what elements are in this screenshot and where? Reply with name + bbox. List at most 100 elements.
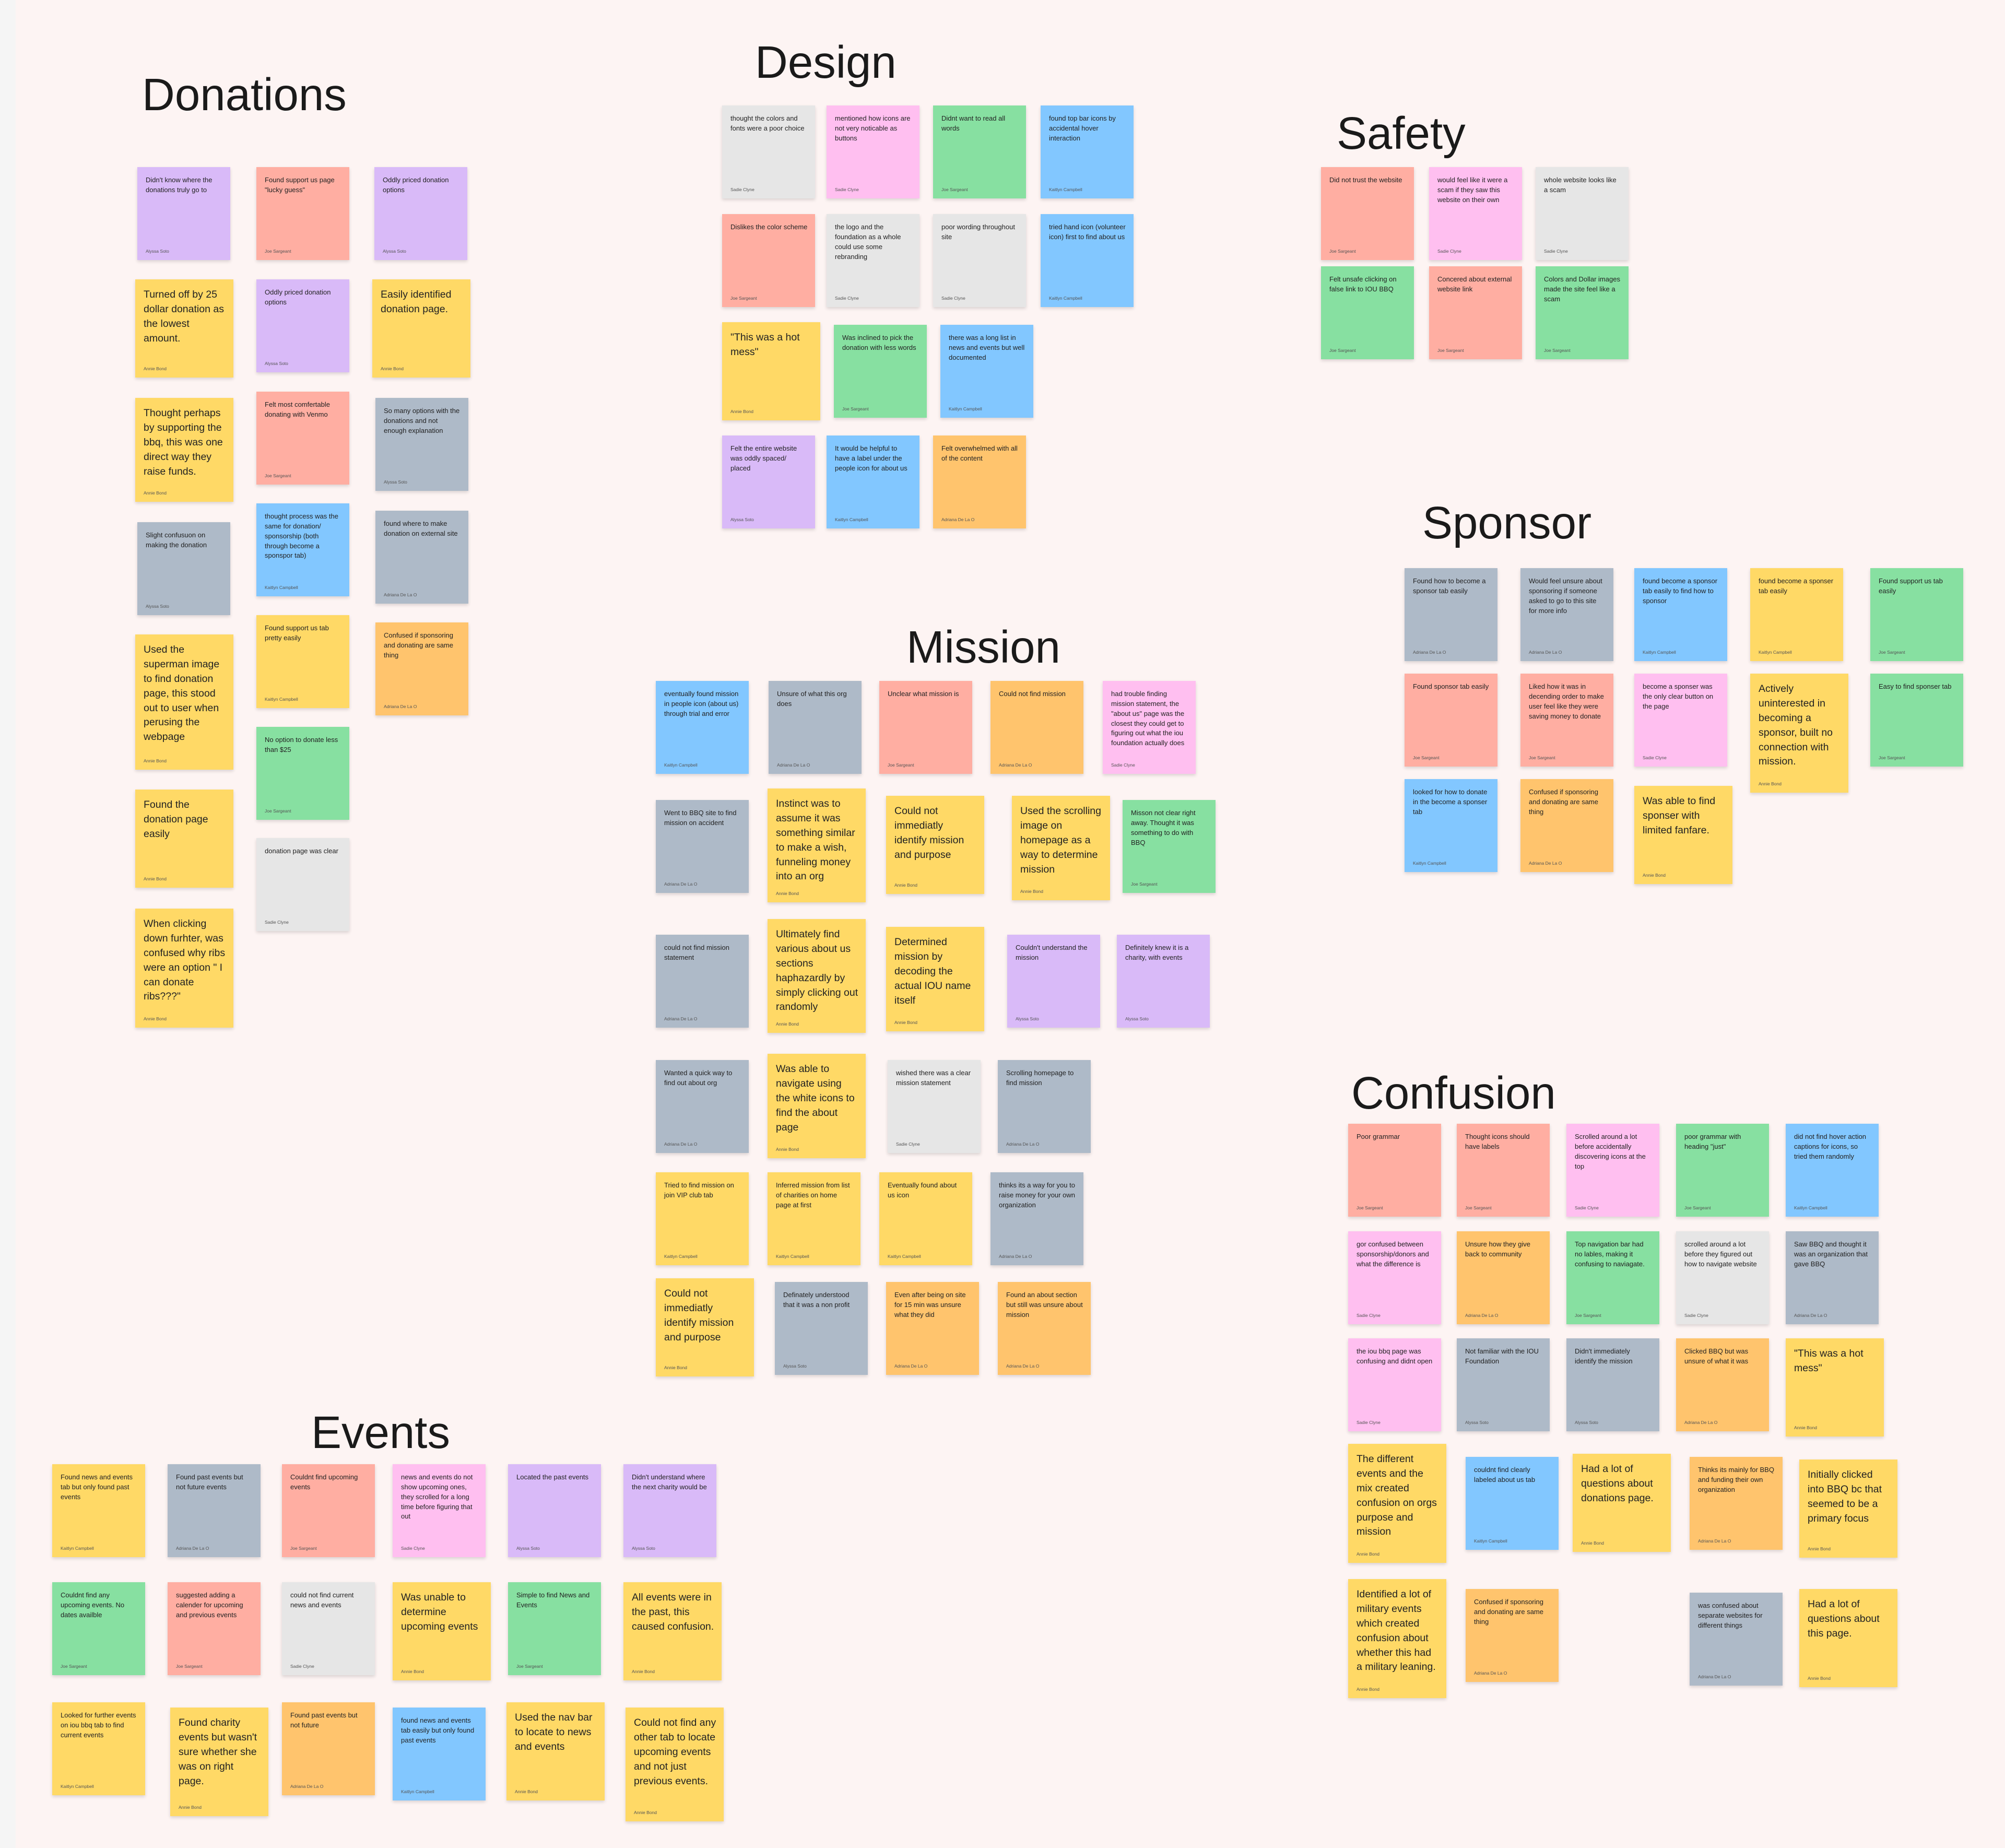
- sticky-note-confusion[interactable]: Had a lot of questions about donations p…: [1573, 1454, 1671, 1552]
- sticky-note-confusion[interactable]: "This was a hot mess" Annie Bond: [1786, 1338, 1884, 1437]
- sticky-note-confusion[interactable]: The different events and the mix created…: [1348, 1444, 1446, 1563]
- sticky-note-confusion[interactable]: did not find hover action captions for i…: [1786, 1124, 1879, 1217]
- sticky-note-confusion[interactable]: Initially clicked into BBQ bc that seeme…: [1799, 1459, 1897, 1558]
- sticky-note-confusion[interactable]: Not familiar with the IOU Foundation Alys…: [1457, 1338, 1550, 1431]
- sticky-note-mission[interactable]: Definitely knew it is a charity, with ev…: [1117, 935, 1210, 1028]
- sticky-note-events[interactable]: Could not find any other tab to locate u…: [626, 1708, 724, 1821]
- sticky-note-confusion[interactable]: Clicked BBQ but was unsure of what it wa…: [1676, 1338, 1769, 1431]
- sticky-note-events[interactable]: All events were in the past, this caused…: [623, 1582, 722, 1680]
- sticky-note-donations[interactable]: Felt most comfertable donating with Venm…: [256, 392, 349, 485]
- sticky-note-events[interactable]: news and events do not show upcoming one…: [393, 1464, 486, 1557]
- sticky-note-donations[interactable]: Didn't know where the donations truly go…: [137, 167, 230, 260]
- sticky-note-confusion[interactable]: Confused if sponsoring and donating are …: [1466, 1589, 1559, 1682]
- sticky-note-sponsor[interactable]: Actively uninterested in becoming a spon…: [1750, 674, 1848, 793]
- sticky-note-mission[interactable]: Even after being on site for 15 min was …: [886, 1282, 979, 1375]
- sticky-note-sponsor[interactable]: Was able to find sponser with limited fa…: [1634, 786, 1732, 884]
- sticky-note-donations[interactable]: Confused if sponsoring and donating are …: [375, 622, 468, 715]
- sticky-note-sponsor[interactable]: Easy to find sponser tab Joe Sargeant: [1870, 674, 1963, 767]
- sticky-note-confusion[interactable]: the iou bbq page was confusing and didnt…: [1348, 1338, 1441, 1431]
- sticky-note-donations[interactable]: donation page was clear Sadie Clyne: [256, 838, 349, 931]
- sticky-note-confusion[interactable]: scrolled around a lot before they figure…: [1676, 1231, 1769, 1324]
- sticky-note-design[interactable]: Dislikes the color scheme Joe Sargeant: [722, 214, 815, 307]
- sticky-note-mission[interactable]: Eventually found about us icon Kaitlyn Ca…: [879, 1172, 972, 1265]
- sticky-note-confusion[interactable]: Scrolled around a lot before accidentall…: [1566, 1124, 1659, 1217]
- sticky-note-sponsor[interactable]: Found sponsor tab easily Joe Sargeant: [1405, 674, 1497, 767]
- sticky-note-donations[interactable]: Oddly priced donation options Alyssa Soto: [256, 279, 349, 372]
- sticky-note-mission[interactable]: had trouble finding mission statement, t…: [1103, 681, 1196, 774]
- sticky-note-events[interactable]: Couldnt find any upcoming events. No dat…: [52, 1582, 145, 1675]
- sticky-note-sponsor[interactable]: Found how to become a sponsor tab easily…: [1405, 568, 1497, 661]
- sticky-note-mission[interactable]: wished there was a clear mission stateme…: [888, 1060, 981, 1153]
- sticky-note-donations[interactable]: Found support us tab pretty easily Kaitly…: [256, 615, 349, 708]
- sticky-note-design[interactable]: Felt overwhelmed with all of the content…: [933, 435, 1026, 528]
- sticky-note-events[interactable]: Found past events but not future events A…: [168, 1464, 261, 1557]
- sticky-note-confusion[interactable]: Thought icons should have labels Joe Sarg…: [1457, 1124, 1550, 1217]
- sticky-note-sponsor[interactable]: Confused if sponsoring and donating are …: [1520, 779, 1613, 872]
- sticky-note-mission[interactable]: Ultimately find various about us section…: [768, 919, 866, 1033]
- sticky-note-confusion[interactable]: Didn't immediately identify the mission A…: [1566, 1338, 1659, 1431]
- sticky-note-confusion[interactable]: poor grammar with heading "just" Joe Sarg…: [1676, 1124, 1769, 1217]
- sticky-note-mission[interactable]: thinks its a way for you to raise money …: [990, 1172, 1083, 1265]
- sticky-note-mission[interactable]: Determined mission by decoding the actua…: [886, 927, 984, 1031]
- sticky-note-design[interactable]: It would be helpful to have a label unde…: [827, 435, 919, 528]
- sticky-note-design[interactable]: Didnt want to read all words Joe Sargeant: [933, 105, 1026, 198]
- sticky-note-donations[interactable]: Turned off by 25 dollar donation as the …: [135, 279, 233, 378]
- sticky-note-confusion[interactable]: gor confused between sponsorship/donors …: [1348, 1231, 1441, 1324]
- sticky-note-mission[interactable]: Found an about section but still was uns…: [998, 1282, 1091, 1375]
- sticky-note-events[interactable]: could not find current news and events Sa…: [282, 1582, 375, 1675]
- sticky-note-design[interactable]: "This was a hot mess" Annie Bond: [722, 322, 820, 420]
- sticky-note-confusion[interactable]: Poor grammar Joe Sargeant: [1348, 1124, 1441, 1217]
- sticky-note-sponsor[interactable]: found become a sponsor tab easily to fin…: [1634, 568, 1727, 661]
- sticky-note-events[interactable]: Didn't understand where the next charity…: [623, 1464, 716, 1557]
- sticky-note-confusion[interactable]: Had a lot of questions about this page. A…: [1799, 1589, 1897, 1687]
- sticky-note-events[interactable]: Looked for further events on iou bbq tab…: [52, 1702, 145, 1795]
- sticky-note-safety[interactable]: whole website looks like a scam Sadie Cly…: [1536, 167, 1629, 260]
- sticky-note-mission[interactable]: Could not find mission Adriana De La O: [990, 681, 1083, 774]
- sticky-note-mission[interactable]: Tried to find mission on join VIP club t…: [656, 1172, 749, 1265]
- sticky-note-safety[interactable]: Colors and Dollar images made the site f…: [1536, 266, 1629, 359]
- sticky-note-design[interactable]: there was a long list in news and events…: [940, 325, 1033, 418]
- sticky-note-design[interactable]: poor wording throughout site Sadie Clyne: [933, 214, 1026, 307]
- sticky-note-donations[interactable]: When clicking down furhter, was confused…: [135, 909, 233, 1028]
- sticky-note-confusion[interactable]: Thinks its mainly for BBQ and funding th…: [1690, 1457, 1783, 1550]
- sticky-note-events[interactable]: Found charity events but wasn't sure whe…: [170, 1708, 268, 1816]
- sticky-note-events[interactable]: Located the past events Alyssa Soto: [508, 1464, 601, 1557]
- sticky-note-safety[interactable]: would feel like it were a scam if they s…: [1429, 167, 1522, 260]
- sticky-note-donations[interactable]: thought process was the same for donatio…: [256, 503, 349, 596]
- sticky-note-sponsor[interactable]: looked for how to donate in the become a…: [1405, 779, 1497, 872]
- sticky-note-donations[interactable]: Found the donation page easily Annie Bond: [135, 790, 233, 888]
- sticky-note-mission[interactable]: eventually found mission in people icon …: [656, 681, 749, 774]
- sticky-note-donations[interactable]: found where to make donation on external…: [375, 511, 468, 604]
- sticky-note-mission[interactable]: Could not immediatly identify mission an…: [886, 796, 984, 894]
- sticky-note-mission[interactable]: Scrolling homepage to find mission Adrian…: [998, 1060, 1091, 1153]
- sticky-note-events[interactable]: Was unable to determine upcoming events A…: [393, 1582, 491, 1680]
- sticky-note-donations[interactable]: Oddly priced donation options Alyssa Soto: [374, 167, 467, 260]
- sticky-note-confusion[interactable]: Identified a lot of military events whic…: [1348, 1579, 1446, 1698]
- sticky-note-confusion[interactable]: Top navigation bar had no lables, making…: [1566, 1231, 1659, 1324]
- sticky-note-mission[interactable]: Unsure of what this org does Adriana De L…: [769, 681, 862, 774]
- sticky-note-mission[interactable]: Unclear what mission is Joe Sargeant: [879, 681, 972, 774]
- sticky-note-mission[interactable]: Instinct was to assume it was something …: [768, 788, 866, 902]
- sticky-note-design[interactable]: thought the colors and fonts were a poor…: [722, 105, 815, 198]
- sticky-note-design[interactable]: found top bar icons by accidental hover …: [1041, 105, 1134, 198]
- sticky-note-sponsor[interactable]: Found support us tab easily Joe Sargeant: [1870, 568, 1963, 661]
- sticky-note-donations[interactable]: Slight confusuon on making the donation A…: [137, 522, 230, 615]
- sticky-note-safety[interactable]: Felt unsafe clicking on false link to IO…: [1321, 266, 1414, 359]
- sticky-note-mission[interactable]: Went to BBQ site to find mission on acci…: [656, 800, 749, 893]
- sticky-note-events[interactable]: Found past events but not future Adriana …: [282, 1702, 375, 1795]
- sticky-note-events[interactable]: Used the nav bar to locate to news and e…: [506, 1702, 605, 1800]
- sticky-note-events[interactable]: Couldnt find upcoming events Joe Sargeant: [282, 1464, 375, 1557]
- sticky-note-donations[interactable]: Used the superman image to find donation…: [135, 634, 233, 770]
- sticky-note-safety[interactable]: Concered about external website link Joe …: [1429, 266, 1522, 359]
- sticky-note-mission[interactable]: Used the scrolling image on homepage as …: [1012, 796, 1110, 900]
- sticky-note-mission[interactable]: Inferred mission from list of charities …: [768, 1172, 860, 1265]
- sticky-note-design[interactable]: Was inclined to pick the donation with l…: [834, 325, 927, 418]
- sticky-note-donations[interactable]: No option to donate less than $25 Joe Sar…: [256, 727, 349, 820]
- sticky-note-design[interactable]: tried hand icon (volunteer icon) first t…: [1041, 214, 1134, 307]
- sticky-note-design[interactable]: the logo and the foundation as a whole c…: [827, 214, 919, 307]
- sticky-note-confusion[interactable]: Saw BBQ and thought it was an organizati…: [1786, 1231, 1879, 1324]
- sticky-note-sponsor[interactable]: Liked how it was in decending order to m…: [1520, 674, 1613, 767]
- sticky-note-events[interactable]: suggested adding a calender for upcoming…: [168, 1582, 261, 1675]
- sticky-note-events[interactable]: found news and events tab easily but onl…: [393, 1708, 486, 1800]
- sticky-note-confusion[interactable]: couldnt find clearly labeled about us ta…: [1466, 1457, 1559, 1550]
